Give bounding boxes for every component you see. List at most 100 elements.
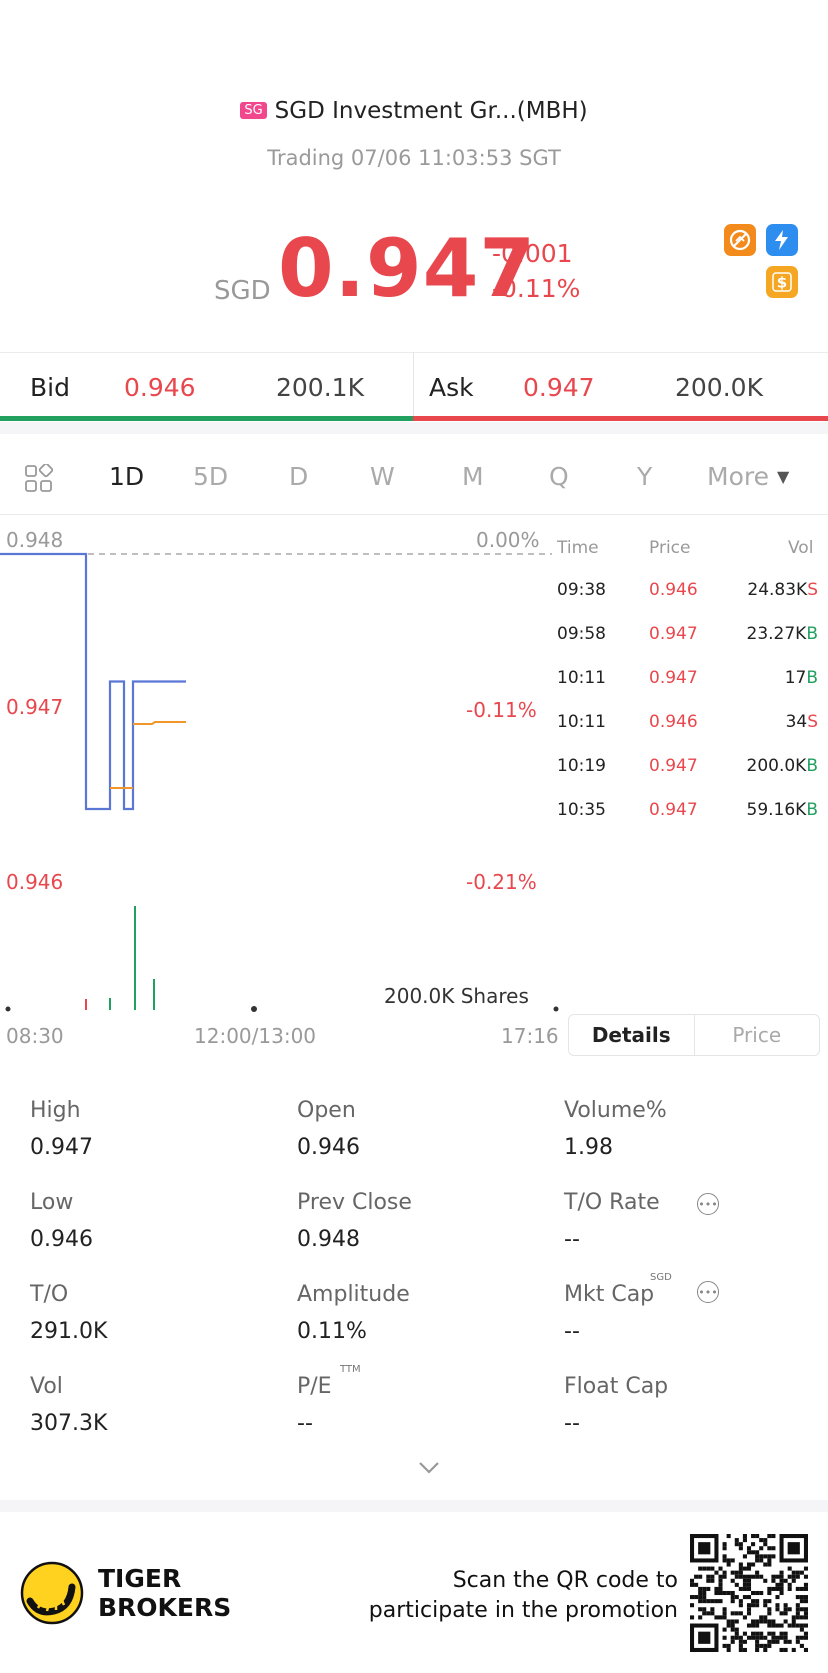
x-label-end: 17:16: [501, 1024, 559, 1048]
stock-title[interactable]: SG SGD Investment Gr...(MBH): [0, 98, 828, 124]
volume-label: 200.0K Shares: [384, 984, 529, 1008]
lightning-level1-icon[interactable]: [766, 224, 798, 256]
avg-price-line: [110, 721, 186, 789]
tick-time: 09:38: [557, 580, 606, 600]
avg-series-line: [110, 721, 186, 789]
tick-time: 09:58: [557, 624, 606, 644]
tick-time: 10:19: [557, 756, 606, 776]
bid-price: 0.946: [124, 372, 196, 402]
info-more-icon[interactable]: •••: [697, 1193, 719, 1215]
axis-dot: [251, 1006, 257, 1012]
tick-volume: 34S: [785, 712, 818, 732]
bid-bar: [0, 416, 413, 421]
expand-chevron-icon[interactable]: [418, 1460, 440, 1479]
dollar-icon[interactable]: $: [766, 266, 798, 298]
stat-vol-label: Vol: [30, 1374, 63, 1399]
ticks-header-price: Price: [649, 538, 691, 558]
price-series-line: [0, 552, 186, 811]
caret-down-icon: ▼: [776, 467, 790, 486]
stat-to-label: T/O: [30, 1282, 69, 1307]
stat-high-label: High: [30, 1098, 81, 1123]
tick-side: B: [806, 756, 818, 776]
tiger-logo-icon: [20, 1561, 84, 1629]
bid-panel[interactable]: Bid 0.946 200.1K: [0, 352, 413, 422]
bid-size: 200.1K: [276, 372, 364, 402]
qr-code[interactable]: [690, 1534, 808, 1656]
stat-amplitude-label: Amplitude: [297, 1282, 410, 1307]
stat-low-value: 0.946: [30, 1227, 93, 1252]
price-change: -0.001 -0.11%: [492, 236, 580, 306]
ask-panel[interactable]: Ask 0.947 200.0K: [413, 352, 828, 422]
price-line: [0, 552, 186, 811]
y-label-mid: 0.947: [6, 695, 64, 719]
last-price: 0.947: [278, 222, 537, 315]
stat-prev-close-label: Prev Close: [297, 1190, 412, 1215]
tab-1d[interactable]: 1D: [109, 462, 145, 491]
pe-ttm-badge: TTM: [340, 1364, 361, 1375]
tick-volume: 24.83KS: [747, 580, 818, 600]
stat-volume-pct-label: Volume%: [564, 1098, 667, 1123]
pct-label-top: 0.00%: [476, 528, 540, 552]
tab-m[interactable]: M: [462, 462, 484, 491]
stat-to-value: 291.0K: [30, 1319, 108, 1344]
tick-volume: 200.0KB: [746, 756, 819, 776]
ticks-header-time: Time: [557, 538, 599, 558]
tick-time: 10:11: [557, 668, 606, 688]
pct-label-mid: -0.11%: [466, 698, 537, 722]
tick-price: 0.947: [649, 624, 698, 644]
stat-to-rate-label: T/O Rate: [564, 1190, 660, 1215]
intraday-chart[interactable]: [0, 514, 560, 1014]
tick-side: S: [807, 712, 818, 732]
tick-side: B: [806, 668, 818, 688]
stock-name: SGD Investment Gr...(MBH): [274, 98, 588, 124]
period-tabs: 1D 5D D W M Q Y More ▼: [0, 462, 828, 502]
stat-open-label: Open: [297, 1098, 356, 1123]
tab-5d[interactable]: 5D: [193, 462, 229, 491]
tick-volume: 17B: [784, 668, 818, 688]
stat-pe-value: --: [297, 1411, 313, 1436]
tab-d[interactable]: D: [289, 462, 309, 491]
tab-details[interactable]: Details: [569, 1015, 695, 1055]
tick-volume: 23.27KB: [746, 624, 819, 644]
ask-bar: [413, 416, 828, 421]
stat-mkt-cap-value: --: [564, 1319, 580, 1344]
x-label-start: 08:30: [6, 1024, 64, 1048]
tab-more[interactable]: More ▼: [707, 462, 790, 491]
currency-label: SGD: [214, 276, 271, 306]
tab-y[interactable]: Y: [637, 462, 653, 491]
tick-time: 10:11: [557, 712, 606, 732]
change-value: -0.001: [492, 239, 573, 268]
stat-pe-label: P/E: [297, 1374, 332, 1399]
stat-to-rate-value: --: [564, 1227, 580, 1252]
trading-status: Trading 07/06 11:03:53 SGT: [267, 146, 561, 170]
no-short-icon[interactable]: [724, 224, 756, 256]
info-more-icon[interactable]: •••: [697, 1281, 719, 1303]
stat-amplitude-value: 0.11%: [297, 1319, 367, 1344]
tick-side: B: [806, 800, 818, 820]
y-label-bot: 0.946: [6, 870, 64, 894]
grid-layout-icon[interactable]: [24, 462, 54, 500]
stat-float-cap-label: Float Cap: [564, 1374, 669, 1399]
promo-text: Scan the QR code to participate in the p…: [368, 1568, 678, 1623]
tick-time: 10:35: [557, 800, 606, 820]
change-percent: -0.11%: [492, 274, 581, 303]
tick-volume: 59.16KB: [746, 800, 819, 820]
details-price-toggle[interactable]: Details Price: [568, 1014, 820, 1056]
y-label-top: 0.948: [6, 528, 64, 552]
stat-open-value: 0.946: [297, 1135, 360, 1160]
tick-side: B: [806, 624, 818, 644]
stat-volume-pct-value: 1.98: [564, 1135, 613, 1160]
stat-high-value: 0.947: [30, 1135, 93, 1160]
tab-q[interactable]: Q: [549, 462, 569, 491]
tab-price[interactable]: Price: [732, 1023, 782, 1047]
tab-w[interactable]: W: [370, 462, 395, 491]
mkt-cap-currency: SGD: [650, 1272, 672, 1283]
pct-label-bot: -0.21%: [466, 870, 537, 894]
tick-price: 0.946: [649, 580, 698, 600]
stat-float-cap-value: --: [564, 1411, 580, 1436]
tick-price: 0.946: [649, 712, 698, 732]
axis-dot: [5, 1006, 11, 1012]
brand-name: TIGER BROKERS: [98, 1564, 232, 1622]
ticks-header-vol: Vol: [788, 538, 814, 558]
tick-price: 0.947: [649, 668, 698, 688]
